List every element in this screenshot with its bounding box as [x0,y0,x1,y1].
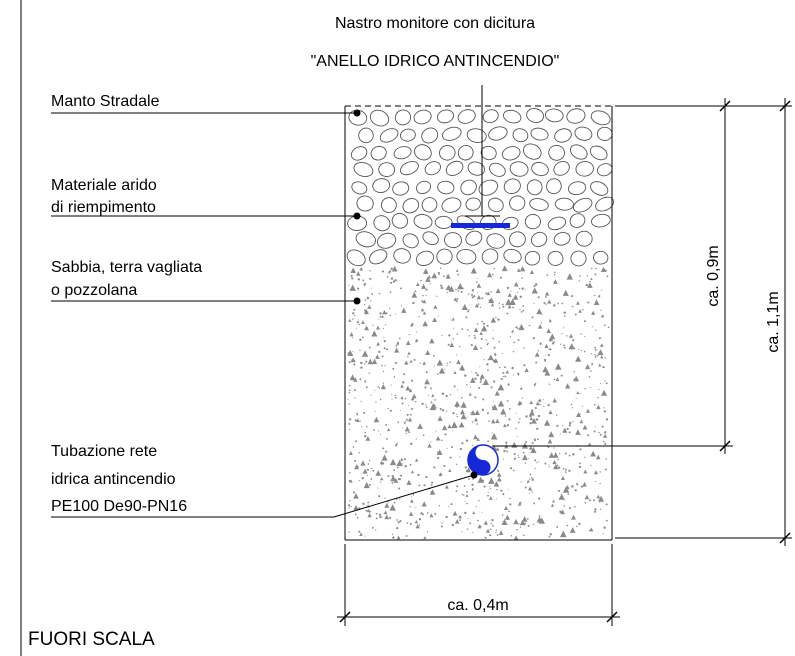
label-tubazione-2: idrica antincendio [51,471,176,488]
scale-note: FUORI SCALA [28,629,155,650]
label-manto-stradale: Manto Stradale [51,93,160,110]
label-tubazione-3: PE100 De90-PN16 [51,498,187,515]
label-materiale-arido-2: di riempimento [51,199,156,216]
dim-tick-1-1-top [779,100,791,112]
dim-tick-1-1-bottom [779,532,791,544]
dim-label-0-4: ca. 0,4m [447,597,508,614]
label-sabbia-2: o pozzolana [51,282,137,299]
dim-tick-0-9-top [719,100,731,112]
dim-tick-0-4-right [606,611,618,623]
leader-tubazione [51,474,475,518]
dim-tick-0-4-left [339,611,351,623]
label-sabbia-1: Sabbia, terra vagliata [51,259,202,276]
gravel-fill-pattern [346,107,615,267]
label-tubazione-1: Tubazione rete [51,443,157,460]
label-materiale-arido-1: Materiale arido [51,177,157,194]
warning-tape [451,223,510,228]
title-line-2: "ANELLO IDRICO ANTINCENDIO" [311,53,560,70]
leader-dot-sabbia [353,297,361,305]
leader-dot-tubazione [470,471,478,479]
dim-label-0-9: ca. 0,9m [705,245,722,306]
sand-fill-pattern [347,265,610,541]
dim-tick-0-9-bottom [719,440,731,452]
leader-dot-arido [353,212,361,220]
leader-dot-manto [353,109,361,117]
dim-label-1-1: ca. 1,1m [765,291,782,352]
pipe-icon [467,444,499,476]
title-line-1: Nastro monitore con dicitura [335,15,535,32]
